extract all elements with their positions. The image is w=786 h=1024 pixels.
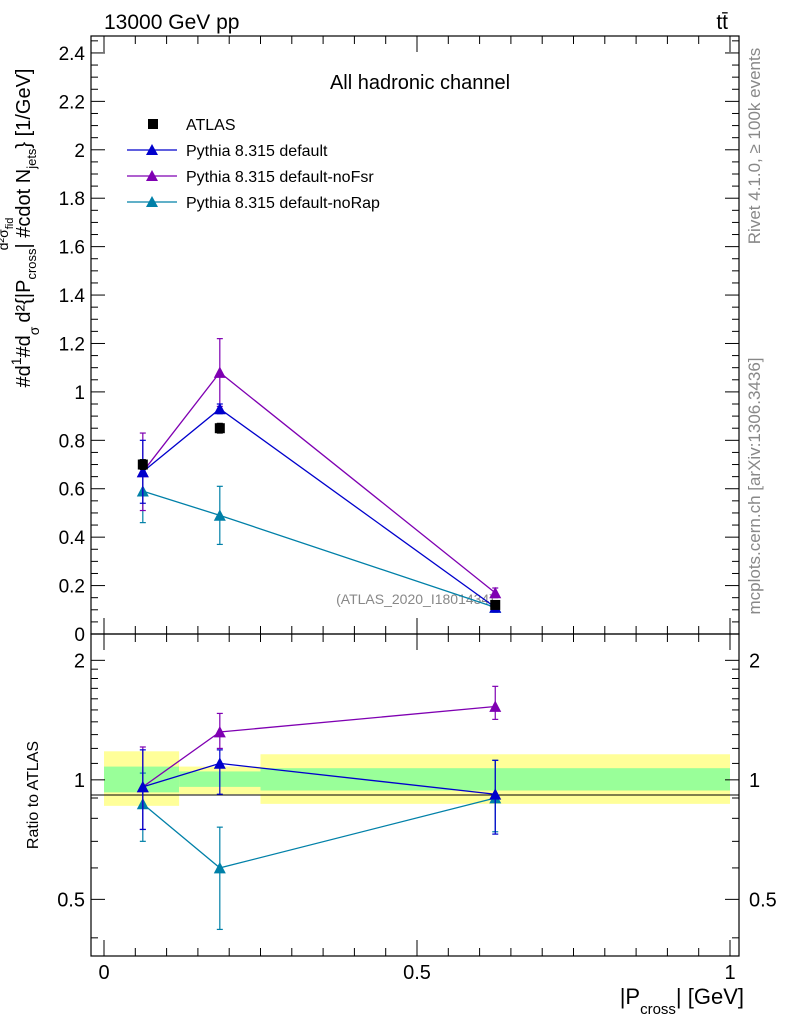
ylabel-part-1: 1 [8, 357, 24, 365]
ratio-ytick-label-left: 1 [74, 770, 85, 792]
main-series-noRap [136, 459, 502, 613]
ratio-ytick-label-left: 0.5 [57, 889, 85, 911]
main-ytick-label: 2.2 [59, 92, 85, 113]
xlabel-main: |P [620, 984, 640, 1009]
legend-label-nofsr: Pythia 8.315 default-noFsr [186, 169, 374, 186]
main-ytick-label: 2.4 [59, 44, 86, 65]
ratio-series-group [136, 685, 502, 931]
rivet-version-label: Rivet 4.1.0, ≥ 100k events [745, 48, 764, 244]
main-ytick-label: 1.6 [59, 238, 85, 259]
ratio-point-default [213, 757, 226, 769]
x-axis-label: |Pcross| [GeV] [620, 984, 744, 1018]
ylabel-part-5: {|P [13, 280, 35, 305]
ratio-ytick-label-right: 2 [749, 650, 760, 672]
main-point-atlas [137, 459, 148, 470]
ylabel-part-10: d²σ [0, 229, 11, 250]
main-series-atlas [137, 422, 501, 610]
ratio-uncertainty-bands [104, 751, 730, 806]
main-point-noFsr [213, 366, 226, 378]
ylabel-part-3: σ [26, 326, 42, 335]
legend-marker-nofsr [146, 170, 158, 181]
main-point-noRap [213, 509, 226, 521]
ratio-point-default [136, 780, 149, 793]
main-series-group [136, 338, 502, 613]
ratio-ytick-label-right: 0.5 [749, 889, 777, 911]
main-ytick-label: 0.4 [59, 528, 86, 549]
main-point-noFsr [489, 586, 502, 599]
ratio-xtick-label: 0.5 [403, 962, 431, 984]
main-ytick-label: 1.4 [59, 286, 86, 307]
main-y-ticks [91, 40, 739, 635]
main-ytick-label: 0 [74, 625, 85, 646]
ratio-point-noRap [213, 861, 226, 874]
main-y-axis-label: #d1#dσd²{|Pcross| #cdot Njets} [1/GeV] d… [0, 69, 42, 388]
ratio-panel: 0.5 0.51 12 2 0 0.5 1 Ratio to ATLAS |Pcross|… [25, 633, 777, 1018]
legend-marker-default [146, 144, 158, 155]
legend-entry-default: Pythia 8.315 default [127, 143, 328, 160]
ratio-ytick-label-left: 2 [74, 650, 85, 672]
main-x-ticks [103, 36, 731, 634]
xlabel-sub: cross [640, 1001, 676, 1018]
legend-label-default: Pythia 8.315 default [186, 143, 328, 160]
legend-marker-norap [146, 196, 158, 207]
ylabel-part-2: #d [13, 335, 35, 357]
ratio-x-ticks [103, 634, 731, 956]
main-point-atlas [214, 423, 225, 434]
ylabel-part-7: | #cdot N [13, 169, 35, 249]
ratio-x-tick-labels: 0 0.5 1 [98, 962, 735, 984]
ratio-point-noFsr [213, 725, 226, 738]
ratio-y-axis-label: Ratio to ATLAS [25, 741, 42, 849]
mcplots-label: mcplots.cern.ch [arXiv:1306.3436] [745, 357, 764, 614]
ratio-series-default [136, 749, 502, 835]
main-line-noFsr [142, 371, 496, 594]
ylabel-numerator: d²σfid [0, 218, 16, 251]
main-series-default [136, 402, 502, 613]
ratio-point-default [489, 788, 502, 800]
ratio-xtick-label: 0 [98, 962, 109, 984]
ratio-point-noFsr [489, 700, 502, 712]
main-ytick-label: 0.8 [59, 431, 85, 452]
legend-label-norap: Pythia 8.315 default-noRap [186, 195, 380, 212]
ratio-line-noRap [142, 797, 496, 869]
ratio-y-tick-labels: 0.5 0.5 1 1 2 2 [57, 650, 777, 911]
ylabel-part-9: } [1/GeV] [13, 69, 35, 149]
main-ytick-label: 0.6 [59, 480, 85, 501]
main-series-noFsr [136, 338, 502, 599]
ratio-y-ticks [91, 659, 739, 939]
energy-label: 13000 GeV pp [104, 11, 239, 34]
xlabel-end: | [GeV] [676, 984, 744, 1009]
ylabel-part-0: #d [13, 365, 35, 387]
plot-title: All hadronic channel [330, 72, 510, 94]
main-panel: 0 0.2 0.4 0.6 0.8 1 1.2 1.4 1.6 1.8 2 2.2 2.4 All ha… [0, 35, 740, 646]
legend-entry-atlas: ATLAS [148, 117, 236, 134]
main-point-default [136, 465, 149, 478]
legend: ATLAS Pythia 8.315 default Pythia 8.315 … [127, 117, 380, 212]
legend-marker-atlas [148, 119, 158, 129]
main-ytick-label: 1.8 [59, 189, 85, 210]
main-ytick-label: 1 [74, 383, 85, 404]
ratio-plot-frame [90, 633, 740, 957]
main-point-atlas [490, 599, 501, 610]
ylabel-part-6: cross [24, 248, 39, 280]
ylabel-part-11: fid [4, 218, 16, 230]
legend-label-atlas: ATLAS [186, 117, 236, 134]
ratio-ytick-label-right: 1 [749, 770, 760, 792]
analysis-watermark: (ATLAS_2020_I1801434) [336, 591, 494, 607]
legend-entry-nofsr: Pythia 8.315 default-noFsr [127, 169, 374, 186]
main-ytick-label: 2 [74, 141, 85, 162]
main-ytick-label: 1.2 [59, 334, 85, 355]
legend-entry-norap: Pythia 8.315 default-noRap [127, 195, 380, 212]
process-label: tt̄ [716, 11, 728, 34]
main-ytick-label: 0.2 [59, 577, 85, 598]
ylabel-part-4: d² [13, 304, 35, 322]
main-point-default [213, 402, 226, 415]
ratio-xtick-label: 1 [724, 962, 735, 984]
main-line-noRap [142, 490, 496, 608]
ylabel-part-8: jets [24, 148, 39, 170]
main-y-tick-labels: 0 0.2 0.4 0.6 0.8 1 1.2 1.4 1.6 1.8 2 2.2 2.4 [59, 44, 86, 646]
svg-text:#d1#dσd²{|Pcross| #cdot Njets}: #d1#dσd²{|Pcross| #cdot Njets} [1/GeV] [8, 69, 42, 388]
